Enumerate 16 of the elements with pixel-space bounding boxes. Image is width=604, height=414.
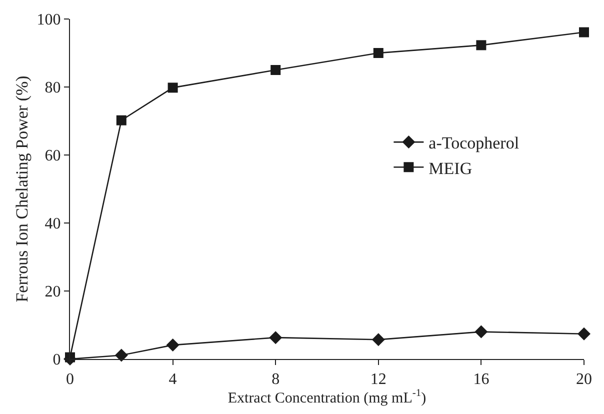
y-tick-label: 80 [44, 80, 61, 97]
y-tick-label: 100 [36, 12, 61, 29]
y-tick-label: 60 [44, 148, 61, 165]
x-tick-label: 20 [576, 371, 592, 388]
legend-label: MEIG [428, 158, 472, 178]
legend-label: a-Tocopherol [428, 134, 520, 153]
x-tick-label: 0 [66, 371, 74, 388]
y-tick-label: 0 [52, 352, 61, 369]
x-tick-label: 4 [168, 371, 177, 388]
x-tick-label: 16 [473, 371, 490, 388]
x-tick-label: 8 [272, 371, 280, 388]
y-tick-label: 20 [44, 284, 61, 301]
x-axis-title: Extract Concentration (mg mL$^{-1}$) [228, 388, 426, 406]
y-axis-title: Ferrous Ion Chelating Power (%) [12, 76, 32, 302]
y-tick-label: 40 [44, 216, 61, 233]
x-tick-label: 12 [370, 371, 386, 388]
